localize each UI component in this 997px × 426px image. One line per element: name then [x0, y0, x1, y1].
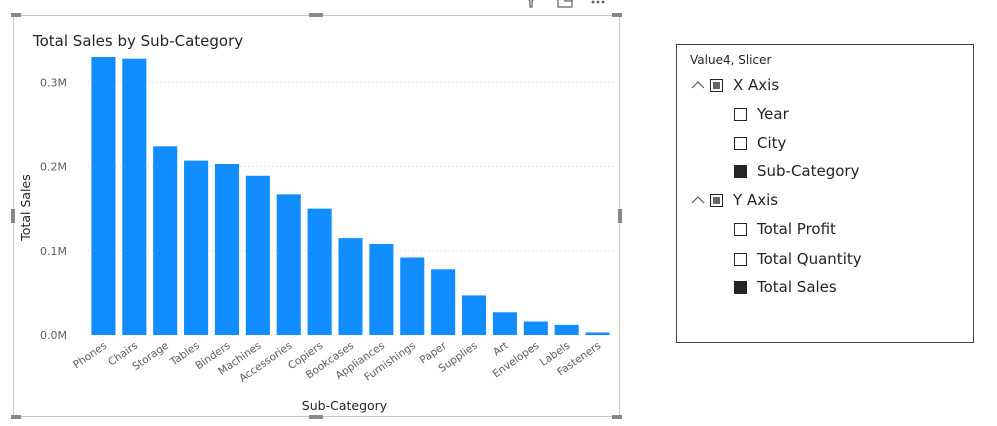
chart-canvas: 0.0M0.1M0.2M0.3MPhonesChairsStorageTable…: [18, 57, 613, 413]
x-tick-label: Art: [491, 340, 511, 359]
chevron-up-icon[interactable]: [690, 192, 706, 208]
resize-handle-bottom-left[interactable]: [11, 415, 21, 419]
chevron-up-icon[interactable]: [690, 77, 706, 93]
axis-slicer[interactable]: Value4, Slicer X Axis Year City Sub-Cate…: [676, 44, 974, 343]
checkbox-y-axis[interactable]: [710, 193, 723, 207]
checkbox-year[interactable]: [734, 107, 747, 121]
slicer-group-y-axis[interactable]: Y Axis: [690, 191, 778, 209]
y-tick-label: 0.1M: [40, 245, 67, 258]
bar-accessories: [276, 194, 301, 335]
resize-handle-right[interactable]: [618, 209, 622, 223]
y-tick-label: 0.2M: [40, 161, 67, 174]
resize-handle-bottom[interactable]: [309, 415, 323, 419]
slicer-header: Value4, Slicer: [690, 53, 772, 67]
resize-handle-top-right[interactable]: [612, 13, 622, 17]
slicer-item-label: Total Quantity: [757, 250, 862, 268]
chart-title: Total Sales by Sub-Category: [33, 32, 244, 50]
slicer-item-label: City: [757, 134, 787, 152]
bar-appliances: [369, 244, 394, 335]
bar-fasteners: [585, 332, 610, 335]
y-axis-title: Total Sales: [18, 174, 33, 241]
focus-mode-icon[interactable]: [557, 0, 573, 8]
slicer-item-label: Total Profit: [757, 220, 836, 238]
visual-header-toolbar: [520, 0, 620, 10]
y-tick-label: 0.0M: [40, 329, 67, 342]
checkbox-city[interactable]: [734, 136, 747, 150]
slicer-item-label: Sub-Category: [757, 162, 860, 180]
slicer-item-city[interactable]: City: [734, 134, 786, 152]
checkbox-total-quantity[interactable]: [734, 252, 747, 266]
bar-copiers: [307, 208, 332, 335]
bar-storage: [153, 146, 178, 335]
bar-art: [492, 312, 517, 335]
bar-furnishings: [400, 257, 425, 335]
slicer-item-total-profit[interactable]: Total Profit: [734, 220, 836, 238]
slicer-item-total-sales[interactable]: Total Sales: [734, 278, 837, 296]
bar-machines: [245, 175, 270, 335]
bar-paper: [431, 269, 456, 335]
resize-handle-top-left[interactable]: [11, 13, 21, 17]
x-tick-label: Phones: [71, 340, 109, 372]
more-options-icon[interactable]: [590, 0, 606, 8]
slicer-group-x-axis[interactable]: X Axis: [690, 76, 779, 94]
checkbox-total-profit[interactable]: [734, 222, 747, 236]
bar-chairs: [122, 58, 147, 336]
slicer-item-year[interactable]: Year: [734, 105, 789, 123]
slicer-item-label: Year: [757, 105, 789, 123]
bar-bookcases: [338, 238, 363, 335]
checkbox-sub-category[interactable]: [734, 164, 747, 178]
sales-bar-chart-visual[interactable]: Total Sales by Sub-Category 0.0M 0.1M 0.2M…: [11, 13, 622, 419]
bar-supplies: [461, 295, 487, 335]
resize-handle-left[interactable]: [11, 209, 15, 223]
x-axis-title: Sub-Category: [302, 398, 388, 413]
bar-binders: [214, 163, 240, 335]
checkbox-total-sales[interactable]: [734, 280, 747, 294]
slicer-group-label: Y Axis: [733, 191, 779, 209]
filter-icon[interactable]: [524, 0, 538, 8]
bar-labels: [554, 324, 579, 335]
slicer-item-total-quantity[interactable]: Total Quantity: [734, 250, 862, 268]
bar-tables: [184, 160, 209, 335]
bar-phones: [91, 57, 116, 335]
slicer-item-sub-category[interactable]: Sub-Category: [734, 162, 859, 180]
bar-envelopes: [523, 321, 548, 335]
resize-handle-top[interactable]: [309, 13, 323, 17]
slicer-group-label: X Axis: [733, 76, 780, 94]
resize-handle-bottom-right[interactable]: [612, 415, 622, 419]
checkbox-x-axis[interactable]: [710, 78, 723, 92]
slicer-item-label: Total Sales: [757, 278, 837, 296]
y-tick-label: 0.3M: [40, 76, 67, 89]
